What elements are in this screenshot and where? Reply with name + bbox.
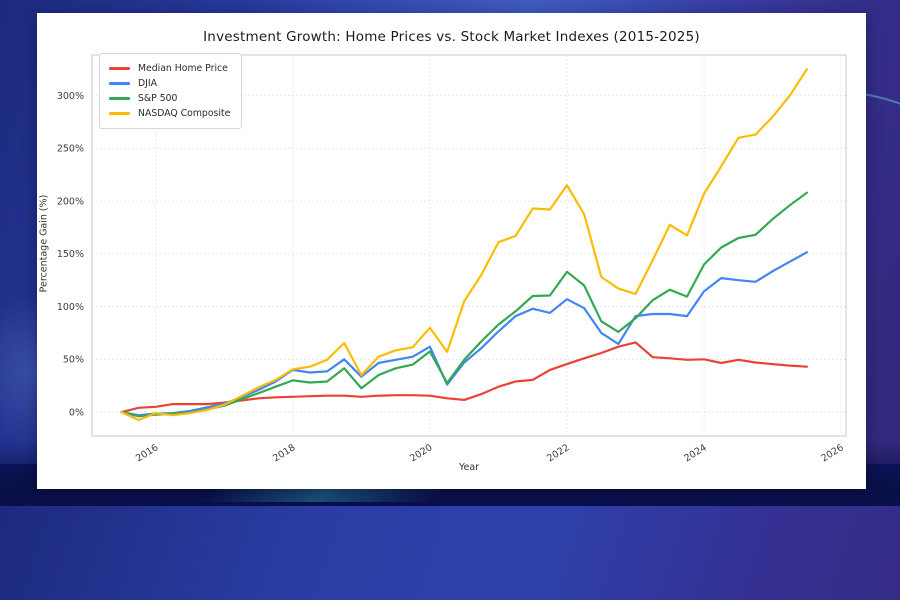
gridlines [92,55,846,436]
legend-swatch-sp500 [109,97,130,100]
svg-text:250%: 250% [57,144,84,155]
svg-text:2026: 2026 [819,442,845,464]
y-tick-labels: 0% 50% 100% 150% 200% 250% 300% [57,91,84,418]
svg-text:300%: 300% [57,91,84,102]
legend-label: Median Home Price [138,63,228,74]
svg-text:2024: 2024 [682,442,708,464]
axes-frame [91,54,847,437]
legend-item-djia: DJIA [109,76,230,91]
series-line-djia [120,251,809,417]
series-line-median-home-price [120,341,809,414]
series-line-nasdaq-composite [120,68,809,422]
legend-item-median-home-price: Median Home Price [109,61,230,76]
svg-text:50%: 50% [63,355,84,366]
legend-swatch-djia [109,82,130,85]
chart-window: Investment Growth: Home Prices vs. Stock… [37,13,866,489]
svg-text:2016: 2016 [134,442,160,464]
legend-item-sp500: S&P 500 [109,91,230,106]
legend-item-nasdaq: NASDAQ Composite [109,106,230,121]
svg-text:150%: 150% [57,249,84,260]
y-axis-label: Percentage Gain (%) [38,194,50,293]
legend: Median Home Price DJIA S&P 500 NASDAQ Co… [99,53,243,129]
legend-swatch-nasdaq [109,112,130,115]
x-axis-label: Year [458,462,480,473]
series-line-s-p-500 [120,191,809,418]
legend-label: S&P 500 [138,93,178,104]
svg-text:0%: 0% [69,407,84,418]
svg-text:200%: 200% [57,196,84,207]
legend-label: DJIA [138,78,158,89]
svg-text:2018: 2018 [271,442,297,464]
plot-area: 0%50%100%150%200%250%300%2016 2018 2020 202… [57,54,847,464]
legend-label: NASDAQ Composite [138,108,231,119]
chart-title: Investment Growth: Home Prices vs. Stock… [203,29,700,45]
legend-swatch-median-home-price [109,67,130,70]
svg-text:100%: 100% [57,302,84,313]
